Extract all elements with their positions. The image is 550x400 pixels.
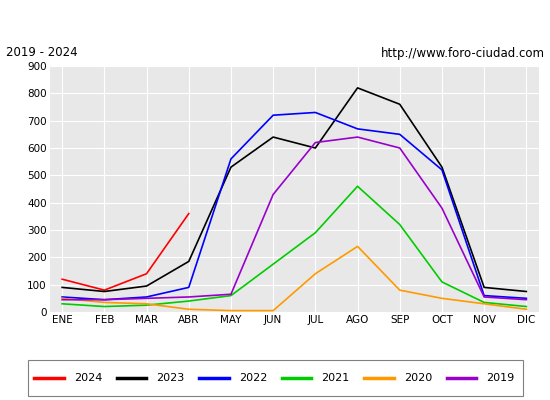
Text: 2022: 2022 xyxy=(239,373,267,383)
Text: Evolucion Nº Turistas Extranjeros en el municipio de Potes: Evolucion Nº Turistas Extranjeros en el … xyxy=(62,12,488,28)
Text: 2021: 2021 xyxy=(321,373,349,383)
Text: 2020: 2020 xyxy=(404,373,432,383)
Text: 2024: 2024 xyxy=(74,373,102,383)
Text: 2023: 2023 xyxy=(156,373,184,383)
Text: 2019: 2019 xyxy=(486,373,514,383)
Text: 2019 - 2024: 2019 - 2024 xyxy=(6,46,77,60)
Text: http://www.foro-ciudad.com: http://www.foro-ciudad.com xyxy=(381,46,544,60)
FancyBboxPatch shape xyxy=(28,360,522,396)
